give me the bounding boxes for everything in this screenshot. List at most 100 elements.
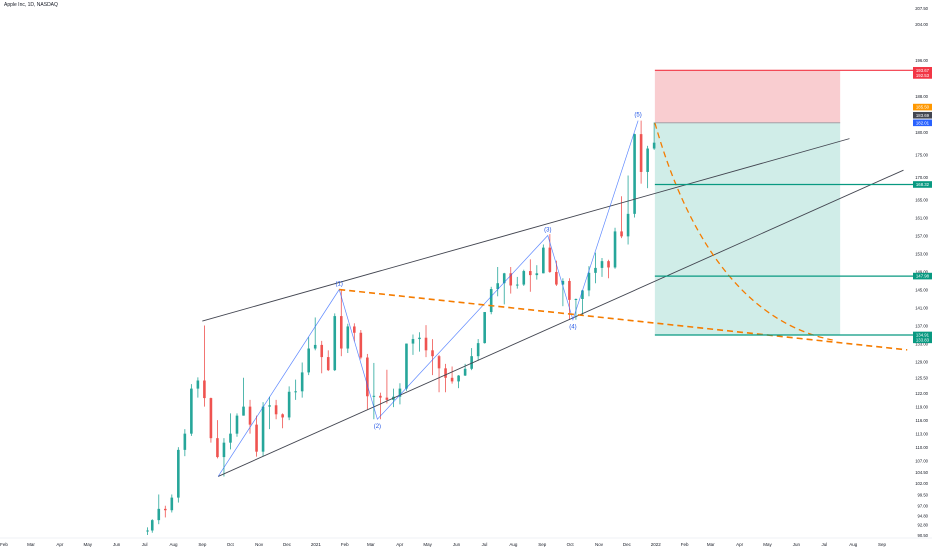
- x-tick-label: Dec: [283, 542, 292, 547]
- candle-body: [431, 350, 434, 357]
- price-label-box: [913, 336, 932, 344]
- price-label-box: [913, 66, 932, 74]
- y-tick-label: 92.80: [918, 523, 929, 528]
- price-axis[interactable]: 90.50 92.80 94.80 97.00 99.50 102.00 104.50 107…: [913, 6, 932, 538]
- y-tick-label: 149.00: [915, 270, 928, 275]
- y-tick-label: 116.00: [916, 418, 929, 423]
- candle-body: [268, 405, 271, 407]
- candle-body: [418, 337, 421, 340]
- projection-dashed-line: [339, 288, 908, 351]
- x-tick-label: Jun: [113, 542, 121, 547]
- candle-body: [620, 231, 623, 237]
- price-label-text: 185.50: [916, 105, 930, 110]
- price-label-text: 134.91: [916, 333, 930, 338]
- wave-label: (2): [374, 424, 381, 430]
- x-tick-label: Apr: [56, 542, 64, 547]
- x-tick-label: Nov: [595, 542, 604, 547]
- candle-body: [242, 406, 245, 416]
- x-tick-label: 2022: [651, 542, 662, 547]
- candle-body: [300, 372, 304, 392]
- candle-body: [398, 388, 402, 397]
- candle-body: [568, 280, 571, 300]
- price-label-box: [913, 103, 932, 111]
- x-tick-label: Jul: [482, 542, 488, 547]
- candle-body: [146, 530, 149, 532]
- candle-body: [581, 290, 584, 299]
- candle-body: [216, 438, 219, 458]
- y-tick-label: 110.00: [916, 445, 929, 450]
- candle-body: [287, 391, 291, 418]
- candle-body: [177, 449, 180, 498]
- x-tick-label: Mar: [367, 542, 375, 547]
- x-tick-label: Feb: [341, 542, 349, 547]
- candle-body: [255, 424, 258, 452]
- candle-body: [444, 368, 447, 378]
- candle-body: [639, 134, 643, 172]
- price-label-box: [913, 331, 932, 339]
- candle-body: [594, 267, 597, 273]
- y-tick-label: 145.00: [915, 288, 928, 293]
- candle-body: [326, 357, 330, 371]
- x-tick-label: Mar: [27, 542, 35, 547]
- candle-body: [359, 332, 363, 358]
- candle-body: [437, 356, 441, 369]
- y-tick-label: 104.50: [915, 470, 928, 475]
- level-lines[interactable]: [654, 69, 914, 336]
- wave-label: (4): [569, 325, 576, 331]
- x-tick-label: 2021: [311, 542, 322, 547]
- wave-label: (5): [634, 113, 641, 119]
- candle-body: [203, 380, 206, 399]
- y-tick-label: 129.00: [915, 360, 928, 365]
- time-axis[interactable]: Feb Mar Apr May Jun Jul Aug Sep Oct Nov Dec 2021 Feb…: [0, 537, 932, 547]
- candle-body: [613, 231, 617, 268]
- x-tick-label: Feb: [0, 542, 8, 547]
- x-tick-label: Dec: [623, 542, 632, 547]
- y-tick-label: 207.50: [915, 6, 928, 11]
- y-tick-label: 137.00: [915, 324, 928, 329]
- candle-body: [333, 316, 337, 371]
- price-label-box: [913, 111, 932, 119]
- y-tick-label: 180.00: [915, 130, 928, 135]
- candle-body: [190, 388, 193, 434]
- candle-body: [502, 273, 506, 284]
- x-tick-label: Apr: [736, 542, 744, 547]
- candle-body: [476, 343, 480, 357]
- price-label-text: 183.69: [916, 113, 930, 118]
- candle-body: [600, 261, 604, 268]
- candle-body: [379, 395, 382, 398]
- y-tick-label: 113.00: [916, 432, 929, 437]
- price-label-box: [913, 119, 932, 127]
- candle-body: [366, 357, 369, 397]
- y-tick-label: 122.00: [915, 391, 928, 396]
- x-tick-label: May: [84, 542, 93, 547]
- x-tick-label: Jul: [821, 542, 827, 547]
- candle-body: [509, 273, 513, 286]
- candle-body: [183, 433, 187, 450]
- y-tick-label: 175.00: [915, 152, 928, 157]
- y-tick-label: 188.00: [915, 94, 928, 99]
- candle-body: [385, 397, 389, 400]
- x-tick-label: Aug: [849, 542, 858, 547]
- candle-body: [483, 312, 486, 344]
- drawings[interactable]: (1) (2) (3) (4) (5): [202, 113, 908, 477]
- candle-body: [515, 284, 519, 286]
- candle-body: [248, 406, 252, 425]
- candle-body: [274, 405, 278, 415]
- y-tick-label: 97.00: [918, 504, 929, 509]
- wave-label: (1): [336, 282, 343, 288]
- candle-body: [307, 348, 310, 373]
- x-tick-label: Aug: [169, 542, 178, 547]
- candle-body: [489, 289, 493, 313]
- candle-body: [229, 433, 232, 443]
- candle-body: [555, 271, 558, 285]
- price-label-text: 182.01: [916, 120, 930, 125]
- candle-body: [339, 316, 343, 349]
- y-tick-label: 157.00: [915, 233, 928, 238]
- x-tick-label: Mar: [707, 542, 715, 547]
- candle-body: [542, 247, 545, 274]
- y-tick-label: 107.00: [915, 459, 928, 464]
- y-tick-label: 102.00: [915, 481, 928, 486]
- candle-body: [411, 339, 415, 344]
- candle-body: [548, 247, 552, 272]
